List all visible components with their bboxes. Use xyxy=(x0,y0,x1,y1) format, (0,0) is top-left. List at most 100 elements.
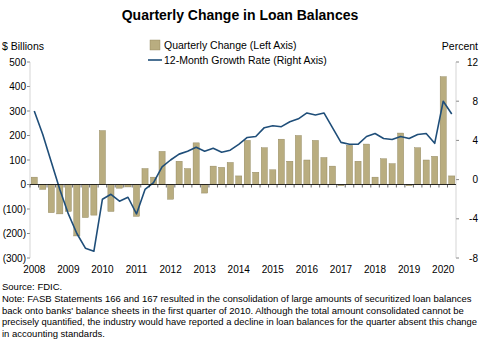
bar xyxy=(270,170,276,185)
x-tick xyxy=(81,185,82,188)
x-tick-label: 2019 xyxy=(398,264,421,275)
bar xyxy=(372,177,378,184)
x-tick xyxy=(328,185,329,188)
bar xyxy=(253,172,259,184)
bar xyxy=(244,140,250,184)
title: Quarterly Change in Loan Balances xyxy=(122,7,359,23)
y2-tick xyxy=(456,140,459,141)
x-tick xyxy=(183,185,184,188)
x-tick xyxy=(243,185,244,188)
x-tick xyxy=(157,185,158,188)
x-tick xyxy=(251,185,252,188)
x-tick xyxy=(387,185,388,188)
legend-swatch xyxy=(148,59,162,61)
bar xyxy=(82,185,88,218)
y2-tick-label: 0 xyxy=(472,174,478,185)
bar xyxy=(219,167,225,184)
x-tick xyxy=(191,185,192,188)
y-axis-line xyxy=(30,62,31,258)
bar xyxy=(423,160,429,185)
bar xyxy=(168,185,174,200)
x-tick xyxy=(98,185,99,188)
bar xyxy=(31,177,37,184)
x-tick xyxy=(123,185,124,188)
x-tick xyxy=(260,185,261,188)
y-tick xyxy=(27,160,30,161)
note: in accounting standards. xyxy=(2,328,105,339)
y2-tick xyxy=(456,62,459,63)
legend-swatch xyxy=(150,40,160,50)
bar xyxy=(40,185,46,190)
note: precisely quantified, the industry would… xyxy=(2,316,477,327)
y-tick xyxy=(27,258,30,259)
bar xyxy=(176,161,182,184)
y2-tick xyxy=(456,218,459,219)
bar xyxy=(278,139,284,184)
x-tick xyxy=(174,185,175,188)
x-tick xyxy=(115,185,116,188)
x-tick xyxy=(166,185,167,188)
legend-label: 12-Month Growth Rate (Right Axis) xyxy=(164,54,327,66)
bar xyxy=(346,145,352,184)
y2-axis-line xyxy=(456,62,457,258)
y-tick xyxy=(27,184,30,185)
y2-tick xyxy=(456,258,459,259)
bar xyxy=(312,140,318,184)
x-tick xyxy=(294,185,295,188)
x-tick xyxy=(55,185,56,188)
bar xyxy=(185,169,191,185)
bar xyxy=(91,185,97,216)
y2-tick-label: 4 xyxy=(472,135,478,146)
y-tick-label: (200) xyxy=(3,228,26,239)
x-tick-label: 2020 xyxy=(432,264,455,275)
x-tick xyxy=(430,185,431,188)
bar xyxy=(227,162,233,184)
note: back onto banks' balance sheets in the f… xyxy=(2,305,464,316)
x-tick xyxy=(302,185,303,188)
y2-tick xyxy=(456,179,459,180)
bar xyxy=(440,77,446,185)
x-tick xyxy=(64,185,65,188)
x-tick xyxy=(234,185,235,188)
y-tick-label: (100) xyxy=(3,204,26,215)
x-tick xyxy=(362,185,363,188)
y-tick xyxy=(27,86,30,87)
x-tick xyxy=(47,185,48,188)
y-tick-label: 500 xyxy=(9,57,26,68)
y-axis-label: $ Billions xyxy=(2,40,44,52)
x-tick xyxy=(225,185,226,188)
bar xyxy=(236,176,242,185)
y-tick xyxy=(27,209,30,210)
y2-tick-label: -4 xyxy=(469,213,478,224)
y-tick-label: 100 xyxy=(9,155,26,166)
x-tick xyxy=(336,185,337,188)
x-tick-label: 2015 xyxy=(262,264,285,275)
y-tick-label: 300 xyxy=(9,106,26,117)
x-tick xyxy=(438,185,439,188)
x-tick xyxy=(404,185,405,188)
bar xyxy=(389,164,395,185)
x-tick xyxy=(319,185,320,188)
x-tick-label: 2013 xyxy=(194,264,217,275)
bar xyxy=(398,133,404,184)
bar xyxy=(415,148,421,185)
bar xyxy=(210,166,216,184)
y2-tick-label: 8 xyxy=(472,96,478,107)
x-tick xyxy=(149,185,150,188)
bar xyxy=(381,159,387,185)
x-tick xyxy=(106,185,107,188)
bar xyxy=(363,144,369,184)
note: Source: FDIC. xyxy=(2,281,62,292)
y2-tick-label: -8 xyxy=(469,253,478,264)
y-tick-label: 400 xyxy=(9,81,26,92)
x-tick xyxy=(277,185,278,188)
x-tick xyxy=(421,185,422,188)
bar xyxy=(449,176,455,185)
x-tick-label: 2010 xyxy=(91,264,114,275)
bar xyxy=(48,185,54,213)
y-tick xyxy=(27,111,30,112)
bar xyxy=(202,185,208,194)
x-tick xyxy=(370,185,371,188)
x-tick-label: 2012 xyxy=(159,264,182,275)
bar xyxy=(304,160,310,185)
